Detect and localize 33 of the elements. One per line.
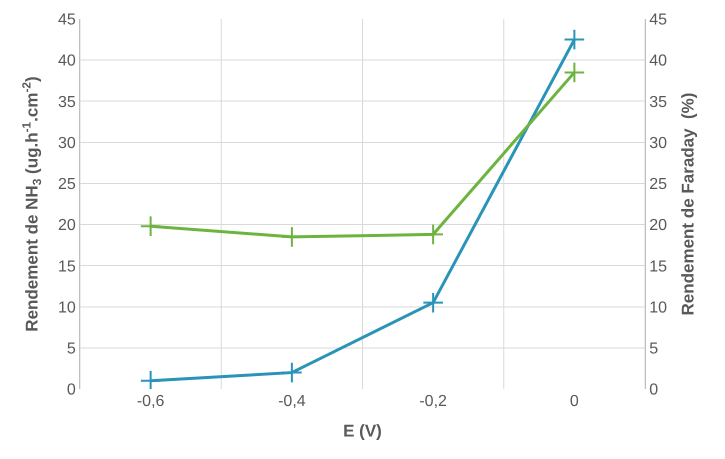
point bbox=[281, 362, 303, 384]
x-axis-title: E (V) bbox=[343, 421, 382, 440]
y2-tick-label: 20 bbox=[649, 217, 668, 234]
y-tick-label: 0 bbox=[66, 382, 76, 399]
y2-tick-label: 0 bbox=[649, 382, 658, 399]
y2-tick-label: 35 bbox=[649, 94, 668, 111]
y2-tick-label: 45 bbox=[649, 12, 668, 29]
y2-tick-label: 15 bbox=[649, 258, 668, 276]
y-tick-label: 35 bbox=[58, 94, 76, 111]
point bbox=[564, 28, 586, 50]
y2-axis-title: Rendement de Faraday (%) bbox=[678, 92, 698, 316]
y-tick-label: 25 bbox=[58, 176, 76, 194]
y2-tick-label: 5 bbox=[649, 340, 658, 358]
y-tick-label: 15 bbox=[58, 258, 76, 276]
y-tick-label: 45 bbox=[58, 12, 76, 29]
y-tick-label: 5 bbox=[66, 340, 76, 358]
x-tick-label: -0,6 bbox=[136, 393, 165, 410]
x-tick-label: -0,2 bbox=[419, 393, 448, 410]
y2-tick-label: 30 bbox=[649, 134, 668, 152]
point bbox=[422, 292, 444, 314]
y-tick-label: 10 bbox=[58, 299, 76, 316]
y-tick-label: 40 bbox=[58, 52, 76, 70]
x-tick-label: 0 bbox=[570, 393, 579, 410]
point bbox=[564, 62, 586, 84]
y-tick-label: 20 bbox=[58, 217, 76, 234]
point bbox=[140, 370, 162, 389]
x-tick-label: -0,4 bbox=[278, 393, 306, 410]
y2-tick-label: 10 bbox=[649, 299, 668, 316]
y-tick-label: 30 bbox=[58, 134, 76, 152]
point bbox=[422, 224, 444, 246]
y2-tick-label: 25 bbox=[649, 176, 668, 194]
point bbox=[140, 215, 162, 237]
y2-tick-label: 40 bbox=[649, 52, 668, 70]
